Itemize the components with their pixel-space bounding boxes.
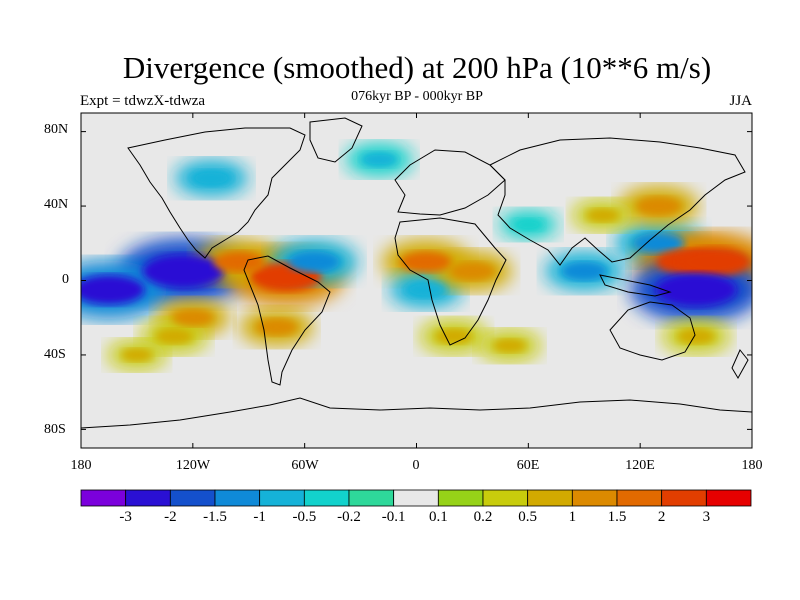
colorbar-box (437, 489, 484, 507)
coastline-asia (489, 137, 746, 266)
x-tick-180w: 180 (70, 458, 92, 473)
colorbar-label: -0.2 (337, 509, 361, 525)
x-tick-60e: 60E (516, 458, 540, 473)
season-label: JJA (729, 93, 752, 109)
divergence-feature-core (121, 348, 153, 362)
colorbar-label: -0.5 (292, 509, 317, 525)
divergence-feature-core (400, 251, 452, 273)
coastline-north-america (127, 127, 306, 259)
colorbar-label: 0.1 (428, 509, 448, 525)
colorbar-box (80, 489, 127, 507)
divergence-feature-core (172, 309, 214, 327)
coastline-south-america (243, 255, 331, 386)
coastline-antarctica (81, 397, 752, 429)
divergence-feature-core (513, 218, 544, 231)
divergence-feature-core (493, 338, 527, 353)
coastline-greenland (309, 117, 363, 163)
divergence-feature-core (256, 318, 298, 336)
colorbar-box (214, 489, 261, 507)
y-tick-80n: 80N (44, 122, 69, 137)
divergence-feature-core (677, 328, 715, 344)
divergence-feature-core (449, 261, 495, 281)
colorbar-label: -2 (164, 509, 177, 525)
colorbar-box (616, 489, 663, 507)
divergence-feature-core (213, 251, 265, 273)
colorbar-box (571, 489, 618, 507)
x-tick-120e: 120E (625, 458, 655, 473)
colorbar-label: -3 (119, 509, 132, 525)
colorbar-label: -1.5 (203, 509, 227, 525)
colorbar-box (259, 489, 305, 507)
divergence-feature-core (655, 273, 737, 307)
colorbar-label: 0.2 (473, 509, 493, 525)
divergence-feature-core (633, 232, 685, 254)
colorbar-label: 2 (657, 509, 666, 525)
x-tick-0: 0 (412, 458, 420, 473)
coastline-australia (609, 301, 696, 361)
colorbar-label: 1.5 (607, 509, 627, 525)
x-tick-180e: 180 (741, 458, 763, 473)
divergence-feature-core (586, 208, 620, 223)
x-tick-60w: 60W (291, 458, 319, 473)
y-tick-80s: 80S (44, 422, 66, 437)
coastline-africa (394, 217, 507, 346)
experiment-label: Expt = tdwzX-tdwza (80, 93, 206, 109)
colorbar-label: 0.5 (518, 509, 538, 525)
divergence-feature-core (561, 261, 607, 281)
colorbar-box (125, 489, 171, 507)
colorbar-box (393, 489, 439, 507)
colorbar-box (169, 489, 216, 507)
y-tick-40n: 40N (44, 197, 69, 212)
y-tick-40s: 40S (44, 347, 66, 362)
divergence-feature-core (679, 247, 751, 277)
divergence-feature-core (288, 251, 340, 273)
figure-subtitle: 076kyr BP - 000kyr BP (351, 89, 483, 104)
divergence-field (81, 142, 752, 370)
figure-title: Divergence (smoothed) at 200 hPa (10**6 … (122, 50, 712, 85)
divergence-feature-core (435, 328, 473, 344)
coastline-new-zealand (731, 349, 749, 379)
colorbar-label: 1 (568, 509, 577, 525)
colorbar-box (482, 489, 529, 507)
colorbar-label: -0.1 (381, 509, 406, 525)
divergence-feature-core (405, 281, 447, 299)
colorbar-box (348, 489, 395, 507)
coastline-indonesia (599, 274, 672, 297)
colorbar (80, 489, 752, 507)
divergence-feature-core (360, 151, 398, 168)
x-tick-120w: 120W (175, 458, 211, 473)
colorbar-box (705, 489, 752, 507)
divergence-feature-core (191, 169, 232, 187)
divergence-feature-core (636, 196, 682, 216)
colorbar-box (303, 489, 350, 507)
axis-tickmarks (80, 113, 753, 448)
divergence-feature-core (81, 275, 145, 305)
colorbar-box (527, 489, 573, 507)
y-tick-0: 0 (62, 272, 69, 287)
colorbar-label: -1 (253, 509, 266, 525)
colorbar-label: 3 (702, 509, 711, 525)
divergence-feature-core (142, 254, 225, 288)
divergence-feature-core (155, 328, 193, 344)
coastlines (81, 117, 752, 429)
colorbar-box (661, 489, 707, 507)
